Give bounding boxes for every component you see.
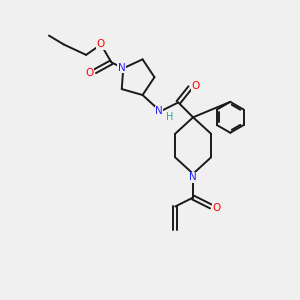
Text: O: O (191, 81, 200, 91)
Text: O: O (213, 203, 221, 213)
Text: N: N (189, 172, 197, 182)
Text: N: N (118, 63, 126, 73)
Text: N: N (155, 106, 163, 116)
Text: O: O (85, 68, 94, 78)
Text: O: O (97, 40, 105, 50)
Text: H: H (166, 112, 174, 122)
